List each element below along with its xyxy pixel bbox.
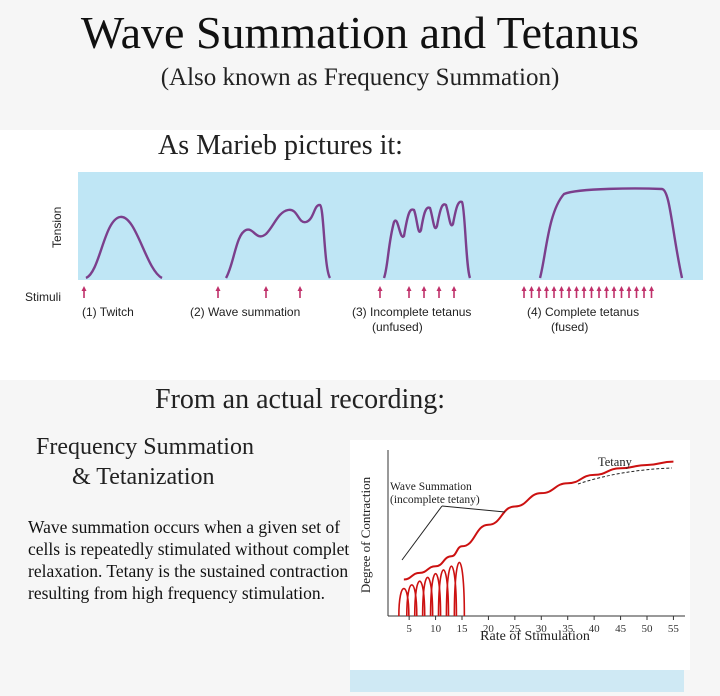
stimulus-arrow [589,286,594,298]
annotation-pointer-1 [401,505,443,561]
case-number-incomplete-tetanus: (3) [352,305,367,319]
case-label-incomplete-tetanus: (3) Incomplete tetanus (unfused) [352,305,471,335]
stimulus-arrow [263,286,269,298]
page-title: Wave Summation and Tetanus [80,7,640,58]
wave-summation-annotation: Wave Summation [390,481,472,493]
tension-curve-complete-tetanus [538,187,684,279]
twitch-oscillation [421,576,434,617]
stimulus-arrow [574,286,579,298]
tension-curve-wave-summation [224,203,332,279]
stimulus-arrow [611,286,617,298]
case-label-twitch: (1) Twitch [82,305,134,320]
case-text-twitch: Twitch [99,305,134,319]
stimulus-arrow [626,286,632,298]
x-tick-label: 15 [457,623,469,635]
stimuli-label: Stimuli [25,290,62,304]
stimulus-arrow [551,286,557,298]
x-tick-label: 5 [406,623,412,635]
case-number-complete-tetanus: (4) [527,305,542,319]
stimulus-arrow [641,286,647,298]
twitch-oscillation [437,569,450,617]
stimulus-arrow [619,286,624,298]
case-label-wave-summation: (2) Wave summation [190,305,300,320]
tetany-annotation: Tetany [598,455,633,469]
case-subtext-incomplete-tetanus: (unfused) [372,320,423,334]
case-number-wave-summation: (2) [190,305,205,319]
recording-heading: From an actual recording: [155,384,446,415]
stimulus-arrow [297,286,303,298]
twitch-oscillation [398,587,410,617]
x-tick-label: 45 [615,623,627,635]
recording-chart-panel: Degree of Contraction Rate of Stimulatio… [350,440,690,670]
case-subtext-complete-tetanus: (fused) [551,320,589,334]
stimulus-arrow [596,286,602,298]
stimuli-arrows [81,286,654,298]
case-number-twitch: (1) [82,305,97,319]
stimulus-arrow [436,286,442,298]
x-tick-label: 40 [589,623,601,635]
stimulus-arrow [634,286,639,298]
stimulus-arrow [529,286,534,298]
stimulus-arrow [604,286,609,298]
recording-chart: Degree of Contraction Rate of Stimulatio… [358,450,685,644]
stimulus-arrow [406,286,412,298]
description-text: Wave summation occurs when a given set o… [28,517,358,603]
tension-diagram-panel [78,172,703,280]
twitch-oscillation [413,580,426,617]
x-tick-label: 35 [562,623,574,635]
contraction-curve [403,460,674,581]
page-subtitle: (Also known as Frequency Summation) [160,64,560,91]
marieb-heading: As Marieb pictures it: [158,130,403,161]
case-text-incomplete-tetanus: Incomplete tetanus [370,305,472,319]
twitch-oscillation [445,565,458,617]
stimulus-arrow [581,286,587,298]
twitch-oscillation [405,584,418,617]
stimulus-arrow [566,286,572,298]
tension-diagram [85,187,684,280]
tension-curve-incomplete-tetanus [382,200,472,279]
header-band [0,0,720,130]
stimulus-arrow [559,286,564,298]
stimulus-arrow [81,286,87,298]
stimulus-arrow [377,286,383,298]
stimulus-arrow [536,286,542,298]
x-tick-label: 20 [483,623,495,635]
stimulus-arrow [649,286,654,298]
y-axis-label: Degree of Contraction [358,476,373,593]
x-tick-label: 10 [430,623,442,635]
case-text-complete-tetanus: Complete tetanus [545,305,640,319]
stimulus-arrow [521,286,527,298]
twitch-oscillation [429,572,442,617]
section-title-line2: & Tetanization [72,464,215,490]
x-tick-label: 30 [536,623,548,635]
annotation-pointer-2 [441,505,506,513]
x-tick-label: 25 [509,623,521,635]
x-axis-label: Rate of Stimulation [480,629,590,644]
tension-axis-label: Tension [50,206,64,248]
wave-summation-annotation-sub: (incomplete tetany) [390,494,480,506]
stimulus-arrow [451,286,457,298]
x-tick-label: 55 [668,623,680,635]
stimulus-arrow [421,286,427,298]
recording-footer-strip [350,670,684,692]
section-title-line1: Frequency Summation [36,434,254,460]
tetany-bracket [577,467,673,485]
tension-curve-twitch [85,215,163,280]
x-tick-label: 50 [642,623,654,635]
stimulus-arrow [544,286,549,298]
twitch-oscillation [453,561,466,617]
case-text-wave-summation: Wave summation [208,305,301,319]
case-label-complete-tetanus: (4) Complete tetanus (fused) [527,305,639,335]
stimulus-arrow [215,286,221,298]
